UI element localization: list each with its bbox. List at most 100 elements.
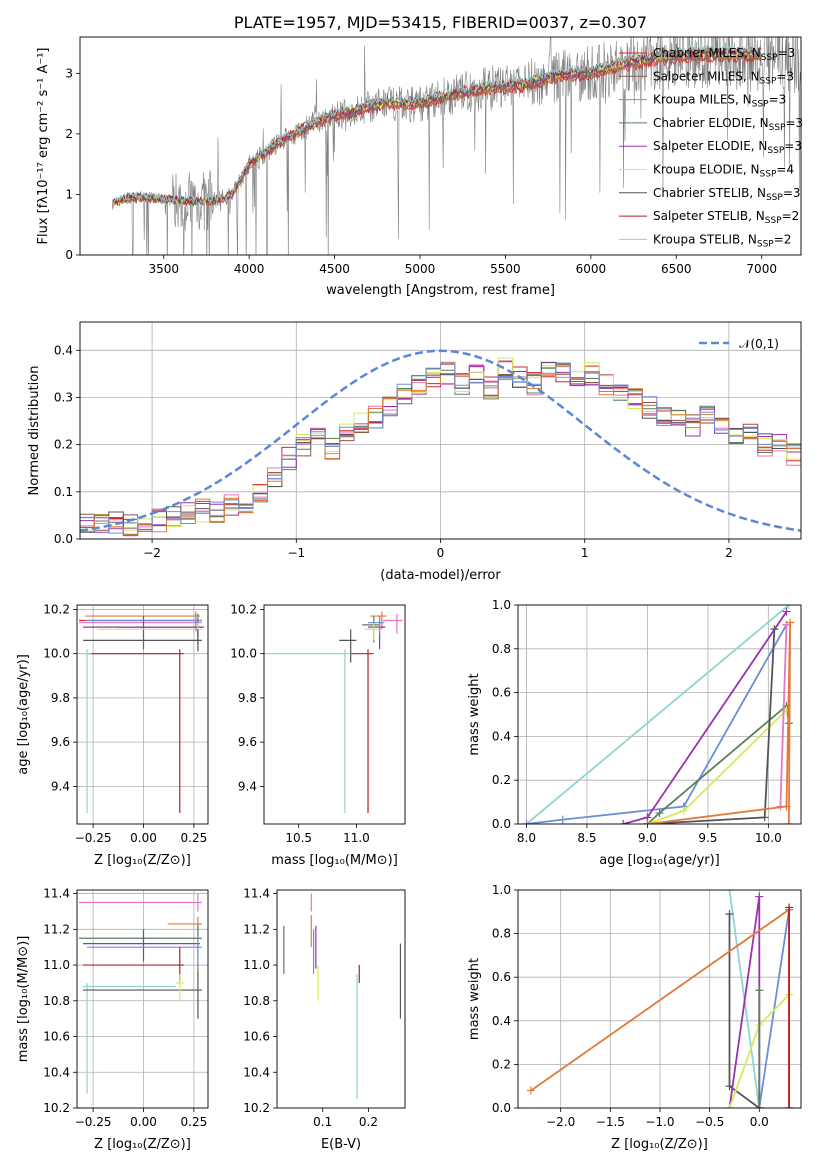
y-axis-label: mass [log₁₀(M/M⊙)] [16,936,31,1063]
mass-vs-Z-plot-area [79,893,202,1094]
y-tick-label: 9.4 [238,779,257,793]
x-tick-label: −0.25 [75,831,112,845]
x-tick-label: 0.25 [181,831,208,845]
y-tick-label: 10.0 [43,647,70,661]
x-tick-label: 10.5 [285,831,312,845]
x-tick-label: 0.25 [181,1115,208,1129]
mass-weight-marker [655,809,664,818]
spectrum-panel: 3500 4000 4500 5000 5500 6000 6500 7000 0 1 2 3 Chab… [36,13,803,298]
y-tick-label: 0.8 [492,642,511,656]
residual-histogram [80,362,801,539]
axes-frame [517,604,802,825]
y-tick-label: 11.2 [43,922,70,936]
legend-label: Chabrier MILES, NSSP=3 [653,46,795,63]
age-vs-Z-plot-area [79,611,204,813]
normal-curve [80,349,801,532]
mass-weight-marker [679,806,688,815]
y-tick-label: 0.1 [54,485,73,499]
x-tick-label: 9.5 [698,831,717,845]
y-tick-label: 11.4 [243,887,270,901]
x-tick-label: −1.0 [645,1115,674,1129]
x-axis-label: (data-model)/error [380,568,501,583]
y-tick-label: 10.8 [43,994,70,1008]
y-tick-label: 9.8 [238,691,257,705]
x-tick-label: 7000 [746,262,777,276]
y-tick-label: 10.6 [243,1030,270,1044]
mass-weight-marker [755,1104,764,1108]
y-tick-label: 9.4 [51,779,70,793]
residual-histogram [80,363,801,539]
x-tick-label: 8.0 [517,831,536,845]
x-tick-label: −1 [287,546,305,560]
y-tick-label: 0.3 [54,390,73,404]
y-tick-label: 11.0 [243,958,270,972]
x-axis-label: Z [log₁₀(Z/Z⊙)] [94,1137,191,1152]
massweight-vs-age-plot-area [522,605,795,824]
legend-label: 𝒩(0,1) [739,337,779,351]
x-tick-label: 6000 [576,262,607,276]
x-tick-label: 6500 [661,262,692,276]
mass-weight-marker [755,986,764,995]
age-vs-mass-plot-area [264,611,403,813]
legend-label: Kroupa STELIB, NSSP=2 [653,232,791,249]
y-tick-label: 10.4 [243,1065,270,1079]
y-tick-label: 0.4 [492,1014,511,1028]
y-tick-label: 10.2 [43,602,70,616]
mass-weight-line [525,605,790,824]
mass-weight-line [647,622,791,824]
x-tick-label: 0.0 [750,1115,769,1129]
y-tick-label: 11.4 [43,887,70,901]
chart-title: PLATE=1957, MJD=53415, FIBERID=0037, z=0… [234,13,647,32]
y-tick-label: 10.2 [230,602,257,616]
mass-weight-marker [770,625,779,634]
x-tick-label: 4000 [234,262,265,276]
x-axis-label: wavelength [Angstrom, rest frame] [326,283,555,298]
x-tick-label: 1 [581,546,589,560]
legend-label: Chabrier STELIB, NSSP=3 [653,186,801,203]
mass-weight-marker [725,890,734,894]
x-tick-label: 10.0 [755,831,782,845]
residuals-plot-area [80,349,801,539]
y-tick-label: 1 [65,187,73,201]
x-axis-label: Z [log₁₀(Z/Z⊙)] [94,853,191,868]
mass-weight-marker [526,1086,535,1095]
x-tick-label: 0.00 [130,831,157,845]
axes-frame [79,36,802,256]
y-tick-label: 10.6 [43,1030,70,1044]
y-tick-label: 11.2 [243,922,270,936]
mass-weight-marker [760,813,769,822]
mass-weight-marker [755,892,764,901]
y-tick-label: 0.0 [492,817,511,831]
y-axis-label: age [log₁₀(age/yr)] [16,654,31,775]
mass-weight-marker [784,820,793,824]
y-tick-label: 0.2 [492,1057,511,1071]
x-tick-label: 5500 [490,262,521,276]
y-tick-label: 10.0 [230,647,257,661]
mass-weight-marker [786,618,795,627]
age-vs-Z-panel: −0.25 0.00 0.25 9.4 9.6 9.8 10.0 10.2 Z [log₁₀(Z… [16,602,209,868]
y-axis-label: mass weight [467,958,482,1040]
x-tick-label: 5000 [405,262,436,276]
y-tick-label: 10.4 [43,1065,70,1079]
x-tick-label: −2.0 [546,1115,575,1129]
legend-label: Kroupa MILES, NSSP=3 [653,93,786,110]
residuals-panel: −2 −1 0 1 2 0.0 0.1 0.2 0.3 0.4 𝒩(0,1) (data-model)… [27,321,802,583]
axes-frame [276,889,406,1109]
mass-weight-line [526,624,788,824]
mass-weight-marker [725,909,734,918]
legend-label: Kroupa ELODIE, NSSP=4 [653,163,794,180]
y-tick-label: 10.8 [243,994,270,1008]
x-tick-label: −0.25 [75,1115,112,1129]
mass-weight-marker [784,605,793,609]
x-tick-label: 11.0 [343,831,370,845]
y-tick-label: 0.6 [492,686,511,700]
x-axis-label: mass [log₁₀(M/M⊙)] [271,853,398,868]
spectrum-plot-area [112,37,801,255]
residual-histogram [80,364,801,539]
y-tick-label: 0.6 [492,970,511,984]
legend-label: Salpeter MILES, NSSP=3 [653,69,794,86]
x-tick-label: 0 [437,546,445,560]
mass-vs-EBV-panel: 0.1 0.2 10.2 10.4 10.6 10.8 11.0 11.2 11.4 E(B-V) [243,887,406,1152]
y-tick-label: 0.4 [492,729,511,743]
mass-weight-marker [643,820,652,824]
